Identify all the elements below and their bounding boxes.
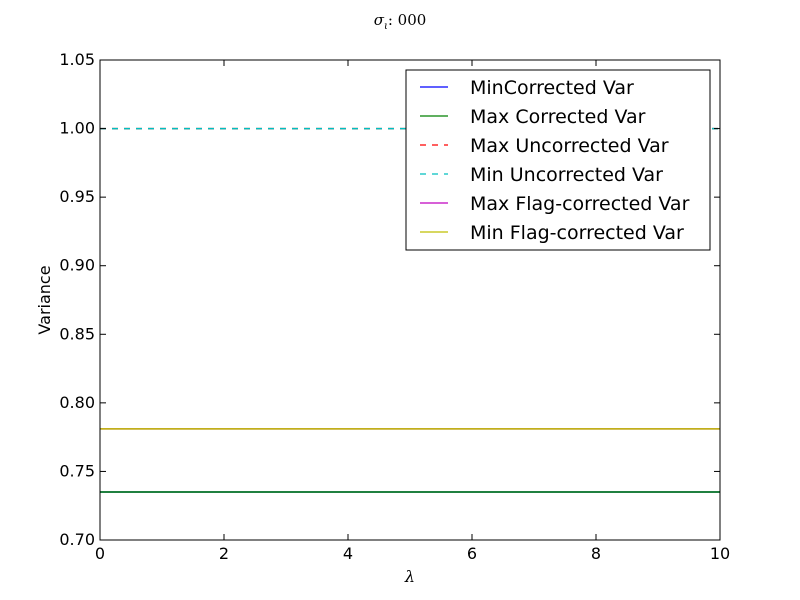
y-tick-label: 1.00 xyxy=(59,119,95,138)
chart-title: σι: 000 xyxy=(374,11,427,32)
x-axis-label: λ xyxy=(404,567,415,586)
x-tick-label: 4 xyxy=(343,544,353,563)
legend-entry-1: Max Corrected Var xyxy=(470,106,646,128)
y-tick-label: 0.80 xyxy=(59,393,95,412)
x-tick-label: 10 xyxy=(710,544,730,563)
axis-ticks: 0 2 4 6 8 10 0.70 0.75 0.80 0.85 0.90 0.95 1.00 1.05 xyxy=(59,50,730,563)
y-tick-label: 0.70 xyxy=(59,530,95,549)
y-tick-label: 1.05 xyxy=(59,50,95,69)
x-tick-label: 2 xyxy=(219,544,229,563)
legend-entry-3: Min Uncorrected Var xyxy=(470,164,663,186)
x-tick-label: 0 xyxy=(95,544,105,563)
y-axis-label: Variance xyxy=(35,265,54,334)
y-tick-label: 0.85 xyxy=(59,324,95,343)
x-tick-label: 8 xyxy=(591,544,601,563)
legend-entry-2: Max Uncorrected Var xyxy=(470,135,669,157)
legend: MinCorrected Var Max Corrected Var Max Unc… xyxy=(405,69,711,251)
legend-entry-5: Min Flag-corrected Var xyxy=(470,222,684,244)
y-tick-label: 0.95 xyxy=(59,187,95,206)
legend-box xyxy=(405,69,711,251)
y-tick-label: 0.90 xyxy=(59,256,95,275)
legend-entry-4: Max Flag-corrected Var xyxy=(470,193,690,215)
y-tick-label: 0.75 xyxy=(59,461,95,480)
plot-frame xyxy=(99,59,721,541)
x-tick-label: 6 xyxy=(467,544,477,563)
legend-entry-0: MinCorrected Var xyxy=(470,77,634,99)
